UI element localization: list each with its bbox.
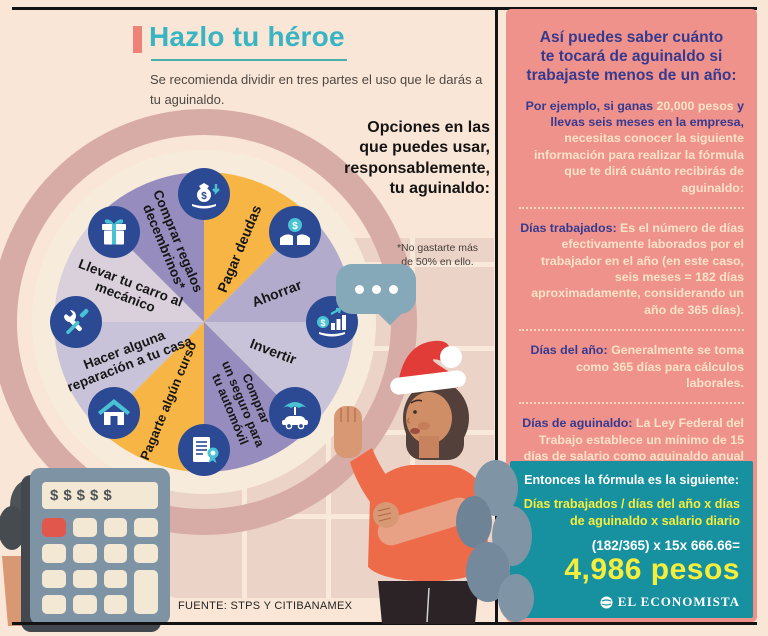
calculator-button	[42, 518, 66, 537]
formula-calculation: (182/365) x 15x 666.66=	[591, 538, 740, 553]
calculator-button	[103, 569, 128, 589]
calculator-button	[42, 595, 66, 614]
typing-dot	[371, 284, 381, 294]
page-subtitle: Se recomienda dividir en tres partes el …	[150, 72, 483, 107]
intro-highlight: 20,000 pesos	[656, 98, 734, 113]
plant-right	[456, 460, 534, 622]
aguinaldo-info-panel: Así puedes saber cuánto te tocará de agu…	[506, 9, 757, 622]
calculator-button	[72, 595, 97, 614]
calculator-button	[42, 569, 66, 589]
page-title: Hazlo tu héroe	[149, 21, 345, 52]
formula-result: 4,986 pesos	[564, 553, 740, 586]
calculator-button	[72, 518, 97, 537]
calculator-button	[134, 569, 158, 614]
intro-text: y llevas seis meses en la empresa,	[550, 98, 744, 130]
section-dias-del-ano: Días del año: Generalmente se toma como …	[519, 342, 744, 391]
wheel-footnote: *No gastarte más de 50% en ello.	[396, 242, 479, 269]
source-credit: FUENTE: STPS Y CITIBANAMEX	[178, 600, 353, 612]
dotted-divider	[519, 206, 744, 209]
panel-intro: Por ejemplo, si ganas 20,000 pesos y lle…	[519, 98, 744, 196]
tools-icon	[50, 296, 102, 348]
calculator-button	[72, 543, 97, 563]
svg-text:$: $	[292, 221, 298, 232]
calculator-button	[103, 543, 128, 563]
formula-expression: Días trabajados / días del año x días de…	[523, 497, 740, 528]
house-icon	[88, 387, 140, 439]
calculator-button	[72, 569, 97, 589]
wheel-intro-heading: Opciones en las que puedes usar, respons…	[344, 119, 490, 198]
svg-text:$: $	[201, 191, 207, 202]
intro-text: necesitas conocer la siguiente informaci…	[533, 131, 744, 195]
brand-name: EL ECONOMISTA	[617, 594, 740, 609]
section-dias-trabajados: Días trabajados: Es el número de días ef…	[519, 220, 744, 318]
section-label: Días de aguinaldo:	[522, 416, 633, 431]
calculator-keypad	[42, 518, 158, 614]
calculator-button	[103, 595, 128, 614]
certificate-icon	[178, 424, 230, 476]
calculator-button	[103, 518, 128, 537]
hands-holding-coin-icon: $	[269, 206, 321, 258]
title-underline	[151, 59, 347, 61]
vertical-divider-line	[495, 7, 498, 625]
section-text: Es el número de días efectivamente labor…	[531, 220, 744, 317]
typing-dot	[354, 284, 364, 294]
calculator-illustration: $$$$$	[30, 468, 170, 625]
brand-row: EL ECONOMISTA	[523, 594, 740, 610]
moneybag-hand-down-arrow-icon: $	[178, 168, 230, 220]
formula-box: Entonces la fórmula es la siguiente: Día…	[510, 461, 753, 618]
character-illustration	[334, 340, 489, 624]
calculator-button	[134, 518, 158, 537]
section-label: Días trabajados:	[520, 220, 617, 235]
umbrella-car-icon	[269, 387, 321, 439]
outer-rose-ring	[0, 109, 417, 535]
top-border-line	[12, 7, 757, 10]
gift-icon	[88, 206, 140, 258]
dotted-divider	[519, 329, 744, 332]
dotted-divider	[519, 402, 744, 405]
intro-text: Por ejemplo, si ganas	[525, 98, 657, 113]
svg-text:$: $	[320, 318, 325, 328]
speech-bubble	[336, 264, 416, 314]
calculator-display: $$$$$	[42, 482, 158, 509]
calculator-button	[42, 543, 66, 563]
title-accent-bar	[133, 26, 142, 53]
el-economista-logo-icon	[600, 596, 613, 608]
section-label: Días del año:	[530, 343, 608, 358]
formula-title: Entonces la fórmula es la siguiente:	[524, 473, 739, 488]
calculator-button	[134, 543, 158, 563]
typing-dot	[388, 284, 398, 294]
panel-heading: Así puedes saber cuánto te tocará de agu…	[526, 29, 737, 84]
section-text: Generalmente se toma como 365 días para …	[575, 343, 744, 390]
